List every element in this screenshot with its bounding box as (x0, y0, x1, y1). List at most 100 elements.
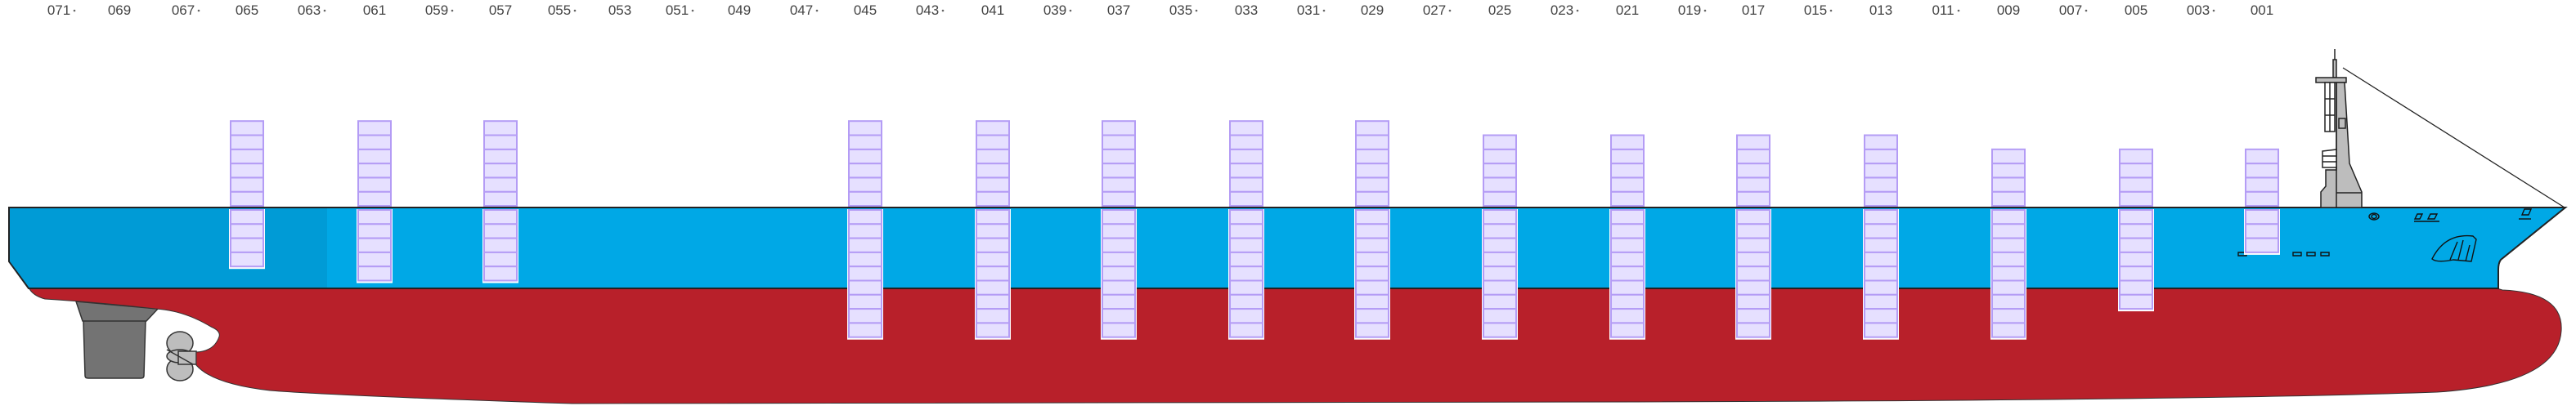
bay-label: 071 (47, 2, 70, 18)
container-in-hold (483, 209, 518, 225)
container-on-deck (1102, 190, 1136, 207)
bay-label: 043 (916, 2, 939, 18)
bay-label-dot (815, 9, 819, 12)
bay-label: 047 (790, 2, 813, 18)
container-on-deck (848, 190, 882, 207)
container-in-hold (1991, 265, 2026, 282)
container-on-deck (976, 148, 1010, 165)
container-in-hold (1610, 293, 1645, 310)
container-in-hold (230, 237, 264, 253)
container-in-hold (1736, 209, 1770, 225)
container-in-hold (1991, 223, 2026, 239)
container-on-deck (848, 148, 882, 165)
container-in-hold (1102, 265, 1136, 282)
container-in-hold (1229, 209, 1263, 225)
container-in-hold (1736, 293, 1770, 310)
bay-label: 003 (2187, 2, 2210, 18)
container-on-deck (1483, 190, 1517, 207)
rudder (74, 301, 159, 379)
bay-label: 035 (1169, 2, 1192, 18)
container-in-hold (357, 251, 392, 268)
container-on-deck (1610, 163, 1645, 179)
container-in-hold (1864, 251, 1898, 268)
container-on-deck (848, 163, 882, 179)
container-on-deck (1991, 176, 2026, 193)
bay-label-dot (1322, 9, 1326, 12)
container-in-hold (1991, 322, 2026, 338)
container-in-hold (1102, 209, 1136, 225)
bay-label: 067 (172, 2, 195, 18)
container-in-hold (1355, 322, 1389, 338)
bay-label: 011 (1932, 2, 1954, 18)
hull-stern-shade (10, 208, 327, 288)
bow-thruster-logo-icon (2431, 234, 2477, 262)
container-in-hold (1102, 237, 1136, 253)
container-in-hold (2119, 265, 2153, 282)
container-in-hold (848, 308, 882, 324)
container-on-deck (976, 176, 1010, 193)
container-on-deck (1864, 176, 1898, 193)
bay-label: 065 (236, 2, 258, 18)
container-in-hold (1355, 279, 1389, 296)
container-on-deck (1355, 163, 1389, 179)
container-on-deck (976, 134, 1010, 150)
container-in-hold (1102, 279, 1136, 296)
container-in-hold (848, 251, 882, 268)
bay-label: 049 (728, 2, 751, 18)
container-on-deck (1991, 163, 2026, 179)
container-on-deck (848, 134, 882, 150)
container-on-deck (1102, 163, 1136, 179)
container-on-deck (1864, 163, 1898, 179)
bay-label-dot (197, 9, 200, 12)
container-on-deck (1610, 176, 1645, 193)
container-in-hold (1736, 322, 1770, 338)
container-on-deck (357, 176, 392, 193)
container-on-deck (230, 148, 264, 165)
container-on-deck (1864, 190, 1898, 207)
container-in-hold (1610, 237, 1645, 253)
container-in-hold (1102, 293, 1136, 310)
bay-label-dot (1195, 9, 1198, 12)
container-in-hold (1229, 237, 1263, 253)
container-on-deck (1736, 190, 1770, 207)
container-on-deck (1610, 190, 1645, 207)
container-in-hold (1483, 322, 1517, 338)
container-on-deck (2245, 148, 2279, 165)
container-in-hold (1483, 279, 1517, 296)
container-in-hold (483, 237, 518, 253)
container-on-deck (1355, 148, 1389, 165)
container-in-hold (848, 209, 882, 225)
container-on-deck (1355, 120, 1389, 136)
container-on-deck (230, 190, 264, 207)
container-on-deck (976, 190, 1010, 207)
container-in-hold (1102, 223, 1136, 239)
container-in-hold (1483, 308, 1517, 324)
container-in-hold (1736, 223, 1770, 239)
container-in-hold (1355, 237, 1389, 253)
container-in-hold (2119, 279, 2153, 296)
container-in-hold (1864, 223, 1898, 239)
container-on-deck (2119, 148, 2153, 165)
bay-label: 009 (1997, 2, 2020, 18)
container-on-deck (1483, 134, 1517, 150)
container-in-hold (230, 251, 264, 268)
container-on-deck (1229, 134, 1263, 150)
container-in-hold (2119, 251, 2153, 268)
container-on-deck (483, 176, 518, 193)
container-on-deck (357, 134, 392, 150)
container-in-hold (1355, 209, 1389, 225)
bay-label-dot (1069, 9, 1072, 12)
container-in-hold (976, 308, 1010, 324)
container-in-hold (2119, 237, 2153, 253)
bay-label: 051 (666, 2, 689, 18)
container-on-deck (1610, 134, 1645, 150)
container-in-hold (1736, 279, 1770, 296)
container-in-hold (2119, 209, 2153, 225)
container-on-deck (230, 120, 264, 136)
container-on-deck (230, 134, 264, 150)
container-in-hold (1864, 209, 1898, 225)
container-on-deck (357, 148, 392, 165)
bay-label: 061 (363, 2, 386, 18)
bay-label: 001 (2251, 2, 2273, 18)
